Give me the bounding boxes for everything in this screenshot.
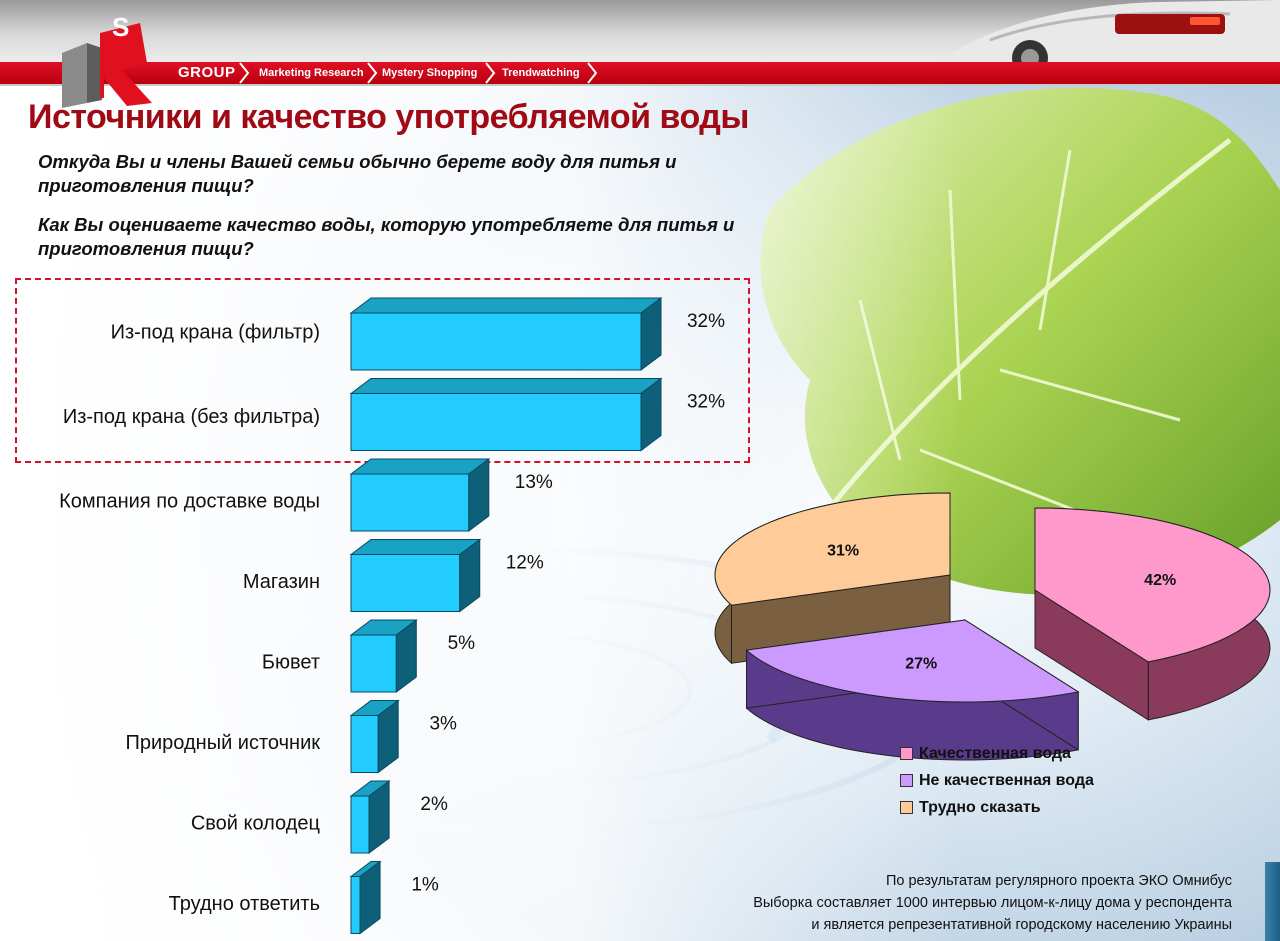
bar-side xyxy=(459,538,481,613)
bar-side xyxy=(640,377,662,452)
question-source: Откуда Вы и члены Вашей семьи обычно бер… xyxy=(38,151,677,196)
bar-value-label: 13% xyxy=(515,472,553,493)
bar-value-label: 5% xyxy=(448,633,476,654)
bar-front xyxy=(350,473,470,532)
nav-strip xyxy=(0,62,1280,86)
bar-side xyxy=(395,619,417,693)
nav-mystery-shopping[interactable]: Mystery Shopping xyxy=(382,67,478,79)
legend-swatch-quality xyxy=(900,747,913,760)
bar-side xyxy=(640,297,662,371)
bar-top xyxy=(349,458,491,475)
chevron-right-icon xyxy=(587,62,598,84)
bar-front xyxy=(350,795,370,854)
bar-value-label: 2% xyxy=(420,794,448,815)
bar-side xyxy=(359,860,381,935)
bar-front xyxy=(350,634,397,693)
legend-label: Трудно сказать xyxy=(919,798,1041,816)
bar-category-label: Из-под крана (фильтр) xyxy=(111,322,320,344)
bar-value-label: 12% xyxy=(506,553,544,574)
car-image xyxy=(940,0,1280,62)
nav-trendwatching[interactable]: Trendwatching xyxy=(502,67,580,79)
bar-front xyxy=(350,876,361,934)
pie-legend: Качественная вода Не качественная вода Т… xyxy=(900,740,1094,821)
pie-value-label: 27% xyxy=(905,655,937,672)
bar-side xyxy=(377,699,399,774)
footnote: По результатам регулярного проекта ЭКО О… xyxy=(753,870,1232,936)
pie-slice xyxy=(1034,507,1271,663)
bar-front xyxy=(350,715,379,773)
bar-side xyxy=(468,458,490,532)
bar-value-label: 32% xyxy=(687,392,725,413)
page-title: Источники и качество употребляемой воды xyxy=(28,98,749,136)
chevron-right-icon xyxy=(485,62,496,84)
bar-category-label: Магазин xyxy=(243,571,320,593)
pie-value-label: 42% xyxy=(1144,572,1176,589)
bar-top xyxy=(349,297,663,314)
legend-item: Не качественная вода xyxy=(900,767,1094,794)
bar-value-label: 32% xyxy=(687,311,725,332)
bar-side xyxy=(368,780,390,854)
bar-top xyxy=(349,378,663,394)
chevron-right-icon xyxy=(367,62,378,84)
scrollbar[interactable] xyxy=(1265,862,1280,941)
bar-front xyxy=(350,393,642,451)
bar-category-label: Компания по доставке воды xyxy=(59,491,320,513)
bar-top xyxy=(349,539,482,555)
nav-marketing-research[interactable]: Marketing Research xyxy=(259,67,364,79)
legend-label: Качественная вода xyxy=(919,744,1071,762)
footnote-line: По результатам регулярного проекта ЭКО О… xyxy=(885,873,1232,889)
svg-text:S: S xyxy=(112,12,129,42)
bar-category-label: Трудно ответить xyxy=(169,893,320,915)
pie-value-label: 31% xyxy=(827,543,859,560)
legend-swatch-not-quality xyxy=(900,774,913,787)
legend-label: Не качественная вода xyxy=(919,771,1094,789)
chevron-right-icon xyxy=(239,62,250,84)
irs-logo: S xyxy=(62,12,152,108)
bar-value-label: 3% xyxy=(429,714,457,735)
bar-category-label: Бювет xyxy=(262,652,320,674)
bar-front xyxy=(350,312,642,371)
bar-category-label: Свой колодец xyxy=(191,813,320,835)
footnote-line: Выборка составляет 1000 интервью лицом-к… xyxy=(753,895,1232,911)
question-quality: Как Вы оцениваете качество воды, которую… xyxy=(38,214,735,259)
legend-item: Трудно сказать xyxy=(900,794,1094,821)
legend-swatch-hard xyxy=(900,801,913,814)
footnote-line: и является репрезентативной городскому н… xyxy=(811,917,1232,933)
legend-item: Качественная вода xyxy=(900,740,1094,767)
bar-value-label: 1% xyxy=(411,875,439,896)
bar-category-label: Из-под крана (без фильтра) xyxy=(63,406,320,428)
group-label: GROUP xyxy=(178,64,236,81)
pie-slice xyxy=(745,619,1080,703)
bar-front xyxy=(350,554,461,612)
pie-slice xyxy=(714,492,951,606)
bar-category-label: Природный источник xyxy=(126,732,321,754)
